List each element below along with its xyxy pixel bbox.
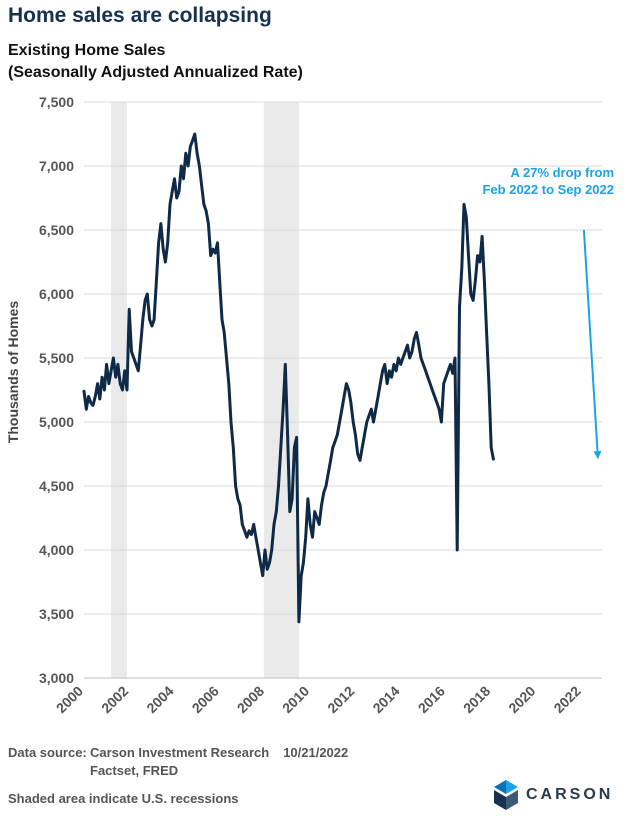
x-tick-label: 2022: [550, 683, 583, 716]
data-source: Data source: Carson Investment Research 10…: [8, 744, 348, 780]
y-tick-label: 5,000: [39, 414, 74, 430]
x-tick-label: 2004: [143, 683, 176, 716]
carson-logo-text: CARSON: [526, 786, 614, 803]
chart-title: Existing Home Sales (Seasonally Adjusted…: [8, 40, 303, 84]
x-tick-label: 2002: [98, 683, 131, 716]
x-axis-ticks: 2000 2002 2004 2006 2008 2010 2012 2014 2016 2018…: [53, 683, 584, 716]
annotation-line-1: A 27% drop from: [510, 165, 614, 180]
series-line-existing-home-sales: [82, 132, 495, 624]
gridlines: [84, 101, 602, 679]
drop-arrow: [582, 229, 599, 452]
chart-title-line-2: (Seasonally Adjusted Annualized Rate): [8, 64, 303, 81]
headline: Home sales are collapsing: [8, 4, 272, 27]
source-label: Data source:: [8, 745, 87, 760]
y-axis-label: Thousands of Homes: [5, 301, 21, 444]
recession-band-2: [263, 102, 299, 678]
x-tick-label: 2008: [234, 683, 267, 716]
annotation: A 27% drop from Feb 2022 to Sep 2022: [482, 165, 614, 460]
source-line-2: Factset, FRED: [90, 763, 179, 778]
y-tick-label: 6,500: [39, 222, 74, 238]
x-tick-label: 2018: [460, 683, 493, 716]
recession-footnote: Shaded area indicate U.S. recessions: [8, 791, 239, 806]
drop-arrow-head: [593, 450, 602, 460]
x-tick-label: 2016: [415, 683, 448, 716]
y-tick-label: 4,000: [39, 542, 74, 558]
y-tick-label: 7,500: [39, 94, 74, 110]
x-tick-label: 2020: [505, 683, 538, 716]
y-tick-label: 4,500: [39, 478, 74, 494]
recession-band-1: [111, 102, 127, 678]
source-date: 10/21/2022: [283, 745, 349, 760]
x-tick-label: 2012: [324, 683, 357, 716]
carson-mark-icon: [494, 780, 518, 810]
x-tick-label: 2010: [279, 683, 312, 716]
chart-title-line-1: Existing Home Sales: [8, 42, 166, 59]
y-tick-label: 3,000: [39, 670, 74, 686]
annotation-line-2: Feb 2022 to Sep 2022: [482, 182, 614, 197]
y-tick-label: 6,000: [39, 286, 74, 302]
y-axis-ticks: 3,000 3,500 4,000 4,500 5,000 5,500 6,000 6,500…: [39, 94, 74, 686]
x-tick-label: 2000: [53, 683, 86, 716]
source-line-1: Carson Investment Research: [90, 745, 270, 760]
y-tick-label: 5,500: [39, 350, 74, 366]
carson-logo: CARSON: [494, 780, 613, 810]
recession-shading: [111, 102, 299, 678]
x-tick-label: 2014: [369, 683, 402, 716]
y-tick-label: 7,000: [39, 158, 74, 174]
y-tick-label: 3,500: [39, 606, 74, 622]
x-tick-label: 2006: [188, 683, 221, 716]
line-chart: 3,000 3,500 4,000 4,500 5,000 5,500 6,000 6,500…: [5, 94, 614, 716]
